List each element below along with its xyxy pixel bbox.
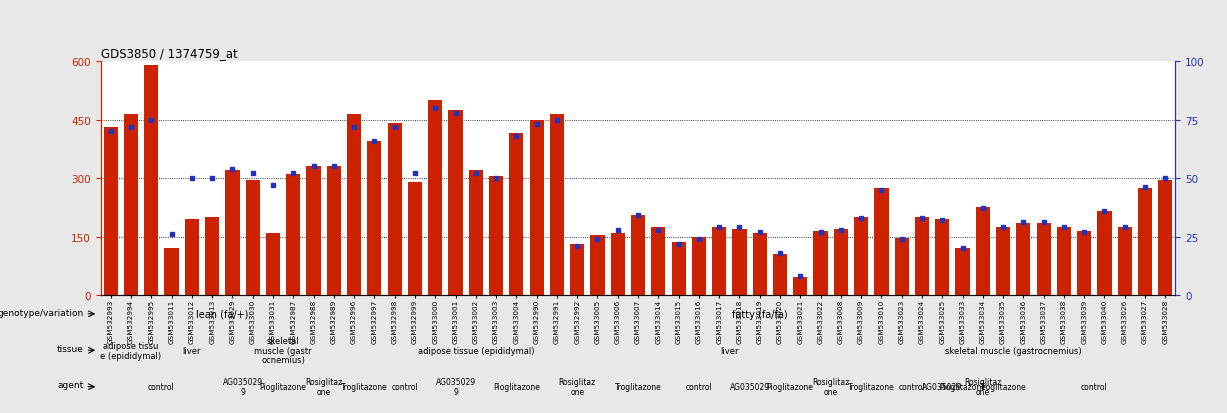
- Bar: [347, 114, 361, 295]
- Bar: [975, 208, 990, 295]
- Bar: [1056, 227, 1071, 295]
- Bar: [996, 227, 1010, 295]
- Text: AG035029: AG035029: [923, 382, 962, 391]
- Text: genotype/variation: genotype/variation: [0, 308, 83, 317]
- Text: liver: liver: [720, 346, 739, 355]
- Text: skeletal
muscle (gastr
ocnemius): skeletal muscle (gastr ocnemius): [254, 336, 312, 365]
- Bar: [671, 243, 686, 295]
- Bar: [692, 237, 706, 295]
- Text: Rosiglitaz
one: Rosiglitaz one: [558, 377, 596, 396]
- Bar: [712, 227, 726, 295]
- Bar: [205, 218, 220, 295]
- Text: Troglitazone: Troglitazone: [615, 382, 661, 391]
- Bar: [793, 278, 807, 295]
- Bar: [245, 180, 260, 295]
- Text: Rosiglitaz
one: Rosiglitaz one: [964, 377, 1001, 396]
- Bar: [833, 229, 848, 295]
- Bar: [1118, 227, 1131, 295]
- Bar: [124, 114, 139, 295]
- Bar: [1137, 188, 1152, 295]
- Bar: [1158, 180, 1173, 295]
- Text: lean (fa/+): lean (fa/+): [196, 309, 249, 319]
- Text: liver: liver: [183, 346, 201, 355]
- Bar: [1016, 223, 1031, 295]
- Text: AG035029: AG035029: [730, 382, 769, 391]
- Bar: [164, 249, 179, 295]
- Text: Troglitazone: Troglitazone: [848, 382, 894, 391]
- Bar: [854, 218, 869, 295]
- Bar: [286, 175, 301, 295]
- Bar: [935, 219, 950, 295]
- Text: AG035029
9: AG035029 9: [222, 377, 263, 396]
- Bar: [266, 233, 280, 295]
- Text: control: control: [148, 382, 174, 391]
- Bar: [733, 229, 746, 295]
- Text: control: control: [686, 382, 712, 391]
- Text: Troglitazone: Troglitazone: [341, 382, 388, 391]
- Text: control: control: [898, 382, 925, 391]
- Text: Rosiglitaz
one: Rosiglitaz one: [306, 377, 342, 396]
- Bar: [652, 227, 665, 295]
- Bar: [307, 167, 320, 295]
- Text: GDS3850 / 1374759_at: GDS3850 / 1374759_at: [101, 47, 237, 60]
- Bar: [530, 120, 544, 295]
- Bar: [469, 171, 483, 295]
- Bar: [367, 142, 382, 295]
- Bar: [773, 254, 787, 295]
- Bar: [571, 245, 584, 295]
- Text: agent: agent: [58, 380, 83, 389]
- Bar: [1097, 212, 1112, 295]
- Bar: [814, 231, 828, 295]
- Bar: [407, 183, 422, 295]
- Bar: [509, 134, 524, 295]
- Bar: [752, 233, 767, 295]
- Bar: [185, 219, 199, 295]
- Text: Pioglitazone: Pioglitazone: [767, 382, 814, 391]
- Bar: [894, 239, 909, 295]
- Bar: [428, 101, 443, 295]
- Bar: [875, 188, 888, 295]
- Bar: [145, 66, 158, 295]
- Bar: [611, 233, 625, 295]
- Text: AG035029
9: AG035029 9: [436, 377, 476, 396]
- Bar: [388, 124, 401, 295]
- Text: Pioglitazone: Pioglitazone: [939, 382, 987, 391]
- Text: adipose tissue (epididymal): adipose tissue (epididymal): [417, 346, 534, 355]
- Bar: [326, 167, 341, 295]
- Bar: [1077, 231, 1091, 295]
- Text: skeletal muscle (gastrocnemius): skeletal muscle (gastrocnemius): [945, 346, 1081, 355]
- Text: Rosiglitaz
one: Rosiglitaz one: [812, 377, 849, 396]
- Text: Pioglitazone: Pioglitazone: [493, 382, 540, 391]
- Text: Troglitazone: Troglitazone: [979, 382, 1027, 391]
- Bar: [590, 235, 605, 295]
- Bar: [631, 216, 645, 295]
- Bar: [1037, 223, 1050, 295]
- Text: tissue: tissue: [56, 344, 83, 353]
- Bar: [448, 111, 463, 295]
- Bar: [956, 249, 969, 295]
- Text: control: control: [391, 382, 418, 391]
- Text: fatty (fa/fa): fatty (fa/fa): [733, 309, 788, 319]
- Bar: [103, 128, 118, 295]
- Text: adipose tissu
e (epididymal): adipose tissu e (epididymal): [101, 341, 162, 360]
- Bar: [915, 218, 929, 295]
- Text: control: control: [1081, 382, 1108, 391]
- Bar: [490, 177, 503, 295]
- Text: Pioglitazone: Pioglitazone: [260, 382, 307, 391]
- Bar: [550, 114, 564, 295]
- Bar: [226, 171, 239, 295]
